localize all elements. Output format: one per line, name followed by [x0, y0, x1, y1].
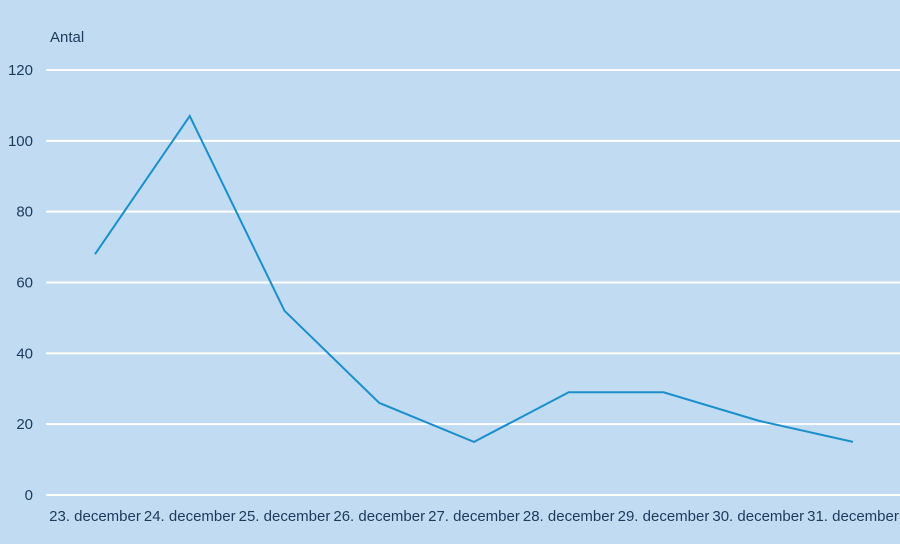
- y-tick-label: 100: [8, 133, 33, 150]
- x-tick-label: 24. december: [144, 508, 236, 525]
- y-tick-label: 60: [16, 275, 33, 292]
- x-tick-label: 23. december: [49, 508, 141, 525]
- y-tick-label: 120: [8, 62, 33, 79]
- y-axis-title: Antal: [50, 29, 84, 46]
- series-line: [94, 114, 854, 443]
- x-axis-ticks: 23. december 24. december 25. december 26. …: [49, 508, 899, 525]
- x-tick-label: 27. december: [428, 508, 520, 525]
- x-tick-label: 29. december: [618, 508, 710, 525]
- y-axis-ticks: 0 20 40 60 80 100 120: [8, 62, 33, 504]
- y-tick-label: 40: [16, 345, 33, 362]
- y-tick-label: 80: [16, 204, 33, 221]
- series-layer: [94, 114, 854, 443]
- x-tick-label: 25. december: [239, 508, 331, 525]
- y-tick-label: 0: [25, 487, 33, 504]
- x-tick-label: 30. december: [712, 508, 804, 525]
- x-tick-label: 28. december: [523, 508, 615, 525]
- grid-lines: [46, 69, 900, 496]
- y-tick-label: 20: [16, 416, 33, 433]
- x-tick-label: 31. december: [807, 508, 899, 525]
- x-tick-label: 26. december: [333, 508, 425, 525]
